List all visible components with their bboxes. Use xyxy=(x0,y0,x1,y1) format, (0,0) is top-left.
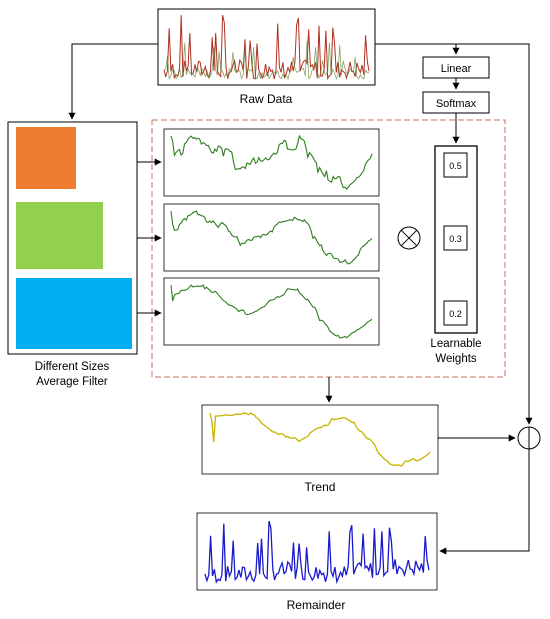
raw-data-series xyxy=(163,14,370,81)
remainder-series xyxy=(204,520,430,585)
arrow-sum-to-remainder xyxy=(439,449,530,555)
smoothed-series-small xyxy=(170,134,373,190)
smoothed-panel-2 xyxy=(163,203,380,272)
trend-label: Trend xyxy=(305,480,336,494)
weight-box-3 xyxy=(443,300,468,326)
weight-value-2: 0.3 xyxy=(449,234,462,244)
raw-data-series-secondary xyxy=(163,40,369,81)
weight-value-1: 0.5 xyxy=(449,161,462,171)
weights-label-line1: Learnable xyxy=(430,338,481,350)
smoothed-series-large xyxy=(170,284,373,339)
remainder-label: Remainder xyxy=(287,598,346,612)
smoothed-series-medium xyxy=(170,210,373,265)
filter-medium-block xyxy=(16,202,103,269)
weights-label-line2: Weights xyxy=(435,353,477,365)
arrow-raw-to-linear xyxy=(375,43,460,55)
softmax-label: Softmax xyxy=(436,98,477,110)
filters-label-line2: Average Filter xyxy=(36,376,108,388)
connectors xyxy=(68,43,533,555)
raw-data-label: Raw Data xyxy=(240,92,293,106)
trend-series xyxy=(209,412,431,467)
trend-panel xyxy=(201,404,439,475)
smoothed-panel-3 xyxy=(163,277,380,346)
multiply-circle-icon xyxy=(397,226,421,250)
filter-large-block xyxy=(16,278,132,349)
sum-circle-icon xyxy=(517,426,541,450)
weight-box-2 xyxy=(443,225,468,251)
linear-label: Linear xyxy=(441,63,472,75)
filter-small-block xyxy=(16,127,76,189)
weight-box-1 xyxy=(443,152,468,178)
arrow-raw-to-filters xyxy=(68,43,158,120)
filters-label-line1: Different Sizes xyxy=(35,361,110,373)
arrow-raw-to-sum xyxy=(456,43,533,425)
weight-value-3: 0.2 xyxy=(449,309,462,319)
